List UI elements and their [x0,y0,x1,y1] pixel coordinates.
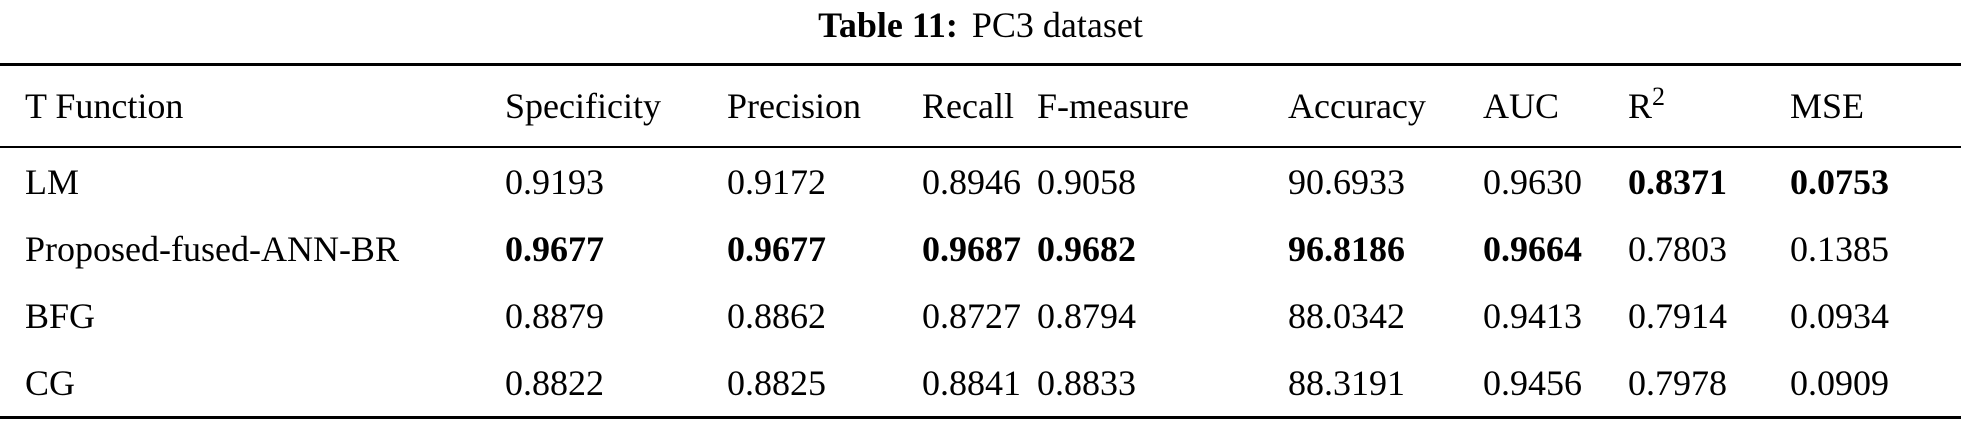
table-row: LM 0.9193 0.9172 0.8946 0.9058 90.6933 0… [0,147,1961,215]
table-cell: 96.8186 [1288,228,1405,269]
table-cell: 0.1385 [1790,228,1889,269]
table-cell: 0.8862 [727,295,826,336]
header-cell-f-measure: F-measure [1037,64,1288,148]
table-cell: 0.8825 [727,362,826,403]
table-cell: 0.9687 [922,228,1021,269]
table-cell: 0.9677 [505,228,604,269]
row-label: CG [25,362,76,403]
table-cell: 0.8841 [922,362,1021,403]
row-label: LM [25,161,79,202]
table-cell: 0.0909 [1790,362,1889,403]
header-cell-precision: Precision [727,64,922,148]
table-cell: 0.9682 [1037,228,1136,269]
table-cell: 0.9630 [1483,161,1582,202]
table-cell: 0.7914 [1628,295,1727,336]
table-caption-label: Table 11: [818,5,958,45]
table-cell: 0.8727 [922,295,1021,336]
header-cell-mse: MSE [1790,64,1961,148]
header-cell-specificity: Specificity [505,64,727,148]
table-cell: 0.8822 [505,362,604,403]
table-cell: 0.9664 [1483,228,1582,269]
r-squared-exponent: 2 [1652,82,1666,111]
results-table: T Function Specificity Precision Recall … [0,63,1961,419]
table-cell: 0.9193 [505,161,604,202]
table-row: BFG 0.8879 0.8862 0.8727 0.8794 88.0342 … [0,282,1961,349]
header-cell-recall: Recall [922,64,1037,148]
header-cell-t-function: T Function [0,64,505,148]
table-cell: 88.0342 [1288,295,1405,336]
table-cell: 0.7803 [1628,228,1727,269]
table-caption: Table 11: PC3 dataset [0,0,1961,63]
table-cell: 0.8946 [922,161,1021,202]
table-cell: 0.8879 [505,295,604,336]
header-cell-r-squared: R2 [1628,64,1790,148]
table-cell: 0.9172 [727,161,826,202]
table-cell: 0.9058 [1037,161,1136,202]
table-cell: 0.9677 [727,228,826,269]
table-cell: 0.0753 [1790,161,1889,202]
header-cell-auc: AUC [1483,64,1628,148]
table-cell: 90.6933 [1288,161,1405,202]
table-caption-text: PC3 dataset [971,5,1143,45]
table-cell: 0.8371 [1628,161,1727,202]
header-cell-accuracy: Accuracy [1288,64,1483,148]
table-cell: 0.8833 [1037,362,1136,403]
table-cell: 0.9413 [1483,295,1582,336]
row-label: Proposed-fused-ANN-BR [25,228,399,269]
table-cell: 0.0934 [1790,295,1889,336]
table-row: Proposed-fused-ANN-BR 0.9677 0.9677 0.96… [0,215,1961,282]
table-cell: 0.7978 [1628,362,1727,403]
row-label: BFG [25,295,96,336]
table-row: CG 0.8822 0.8825 0.8841 0.8833 88.3191 0… [0,349,1961,418]
table-cell: 88.3191 [1288,362,1405,403]
table-cell: 0.9456 [1483,362,1582,403]
header-row: T Function Specificity Precision Recall … [0,64,1961,148]
r-squared-base: R [1628,86,1653,126]
table-cell: 0.8794 [1037,295,1136,336]
